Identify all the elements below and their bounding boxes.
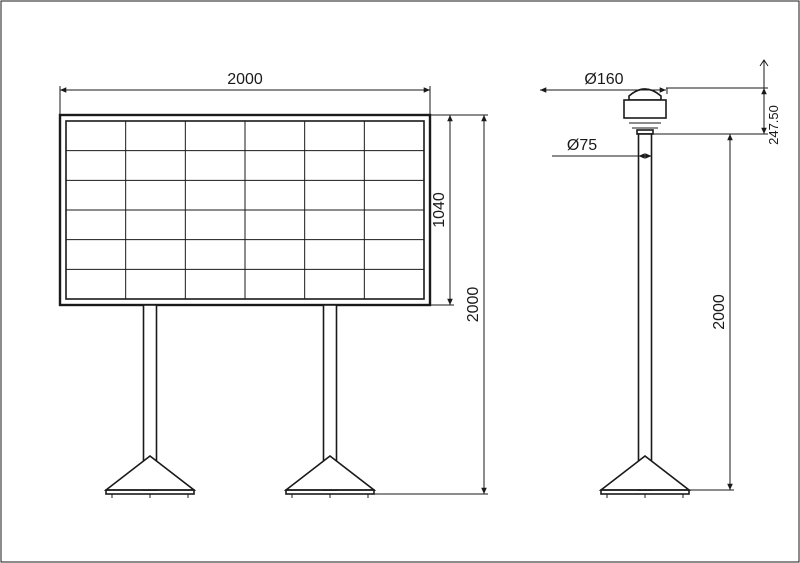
side-view: Ø160 Ø75 247.50 2000 [540,60,781,498]
svg-text:2000: 2000 [711,294,728,330]
front-view: 2000 1040 2000 [60,71,488,498]
light-head [624,89,666,134]
svg-text:247.50: 247.50 [766,105,781,145]
svg-text:1040: 1040 [431,192,448,228]
svg-text:Ø75: Ø75 [567,137,597,154]
svg-text:Ø160: Ø160 [584,71,623,88]
pole-side [639,134,652,490]
support-post [286,305,374,498]
engineering-drawing: 2000 1040 2000 Ø160 Ø75 247.50 2000 [0,0,800,563]
side-dimensions: Ø160 Ø75 247.50 2000 [540,60,781,490]
svg-text:2000: 2000 [227,71,263,88]
support-post [106,305,194,498]
svg-text:2000: 2000 [465,287,482,323]
